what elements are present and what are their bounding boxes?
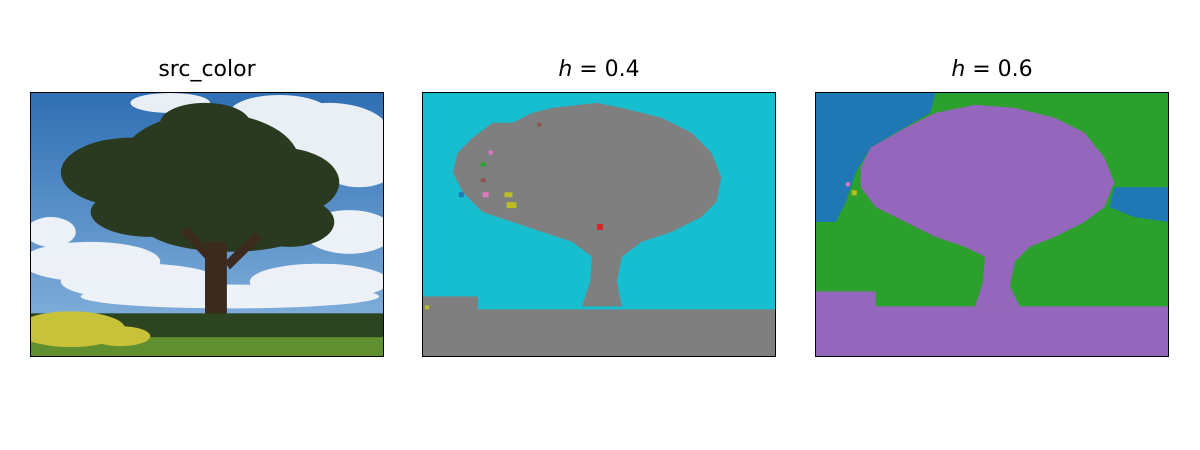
segment-tree-and-ground xyxy=(816,104,1168,356)
source-image-panel xyxy=(30,92,384,357)
tree-trunk xyxy=(180,226,262,322)
panel-title-text: src_color xyxy=(158,57,256,82)
tree-canopy xyxy=(60,102,340,252)
panel-title-h-06: h = 0.6 xyxy=(815,56,1169,84)
panel-title-h-04: h = 0.4 xyxy=(422,56,776,84)
segmentation-h-0-4-panel xyxy=(422,92,776,357)
segment-tree xyxy=(423,102,775,356)
segment-sky-left xyxy=(816,93,936,223)
source-tree-photo xyxy=(31,93,383,356)
segmentation-map-h-0-4 xyxy=(423,93,775,356)
segmentation-map-h-0-6 xyxy=(816,93,1168,356)
flower-bed xyxy=(31,311,151,348)
segmentation-h-0-6-panel xyxy=(815,92,1169,357)
title-value: = 0.4 xyxy=(572,57,640,82)
segment-accents xyxy=(424,122,603,310)
title-variable: h xyxy=(951,57,966,82)
segment-sky-right xyxy=(1109,187,1168,223)
title-variable: h xyxy=(558,57,573,82)
panel-title-src-color: src_color xyxy=(30,56,384,84)
title-value: = 0.6 xyxy=(965,57,1033,82)
segment-accents xyxy=(845,182,857,196)
